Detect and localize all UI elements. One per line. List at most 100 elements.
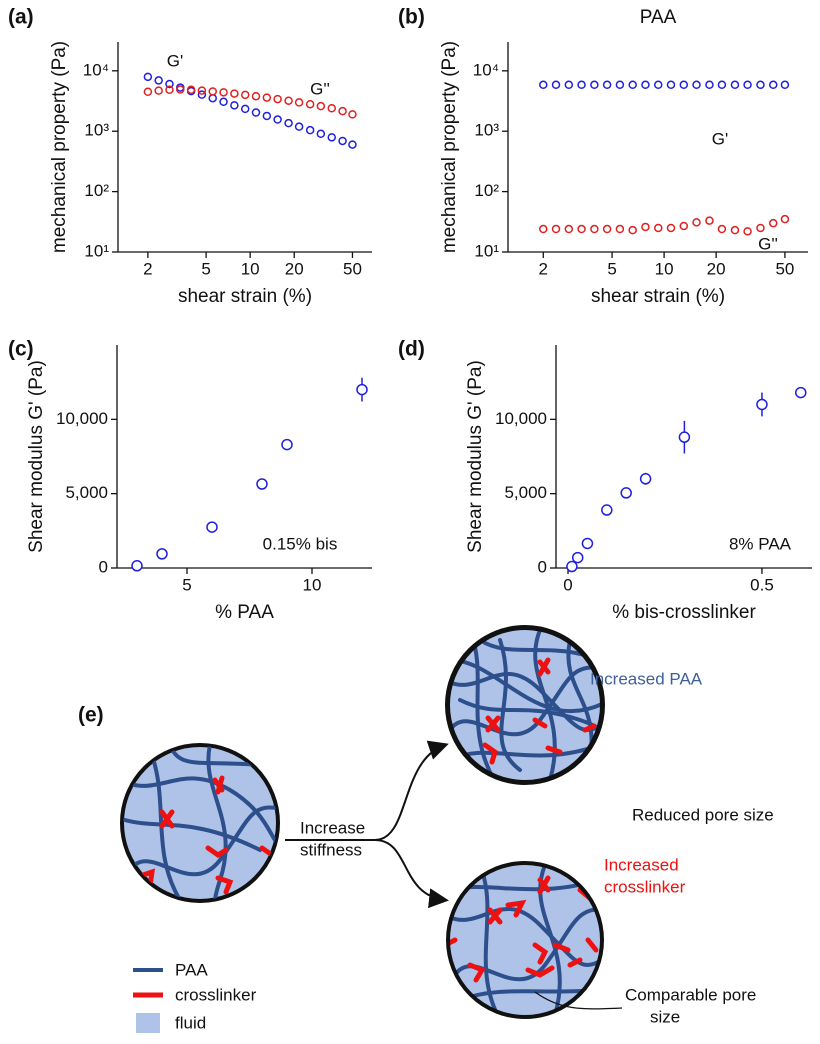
arrow-text: Increase [300, 818, 365, 837]
panel-label: (a) [8, 6, 34, 29]
gel-circle [449, 629, 601, 781]
point [679, 221, 689, 231]
point [756, 223, 765, 233]
point [348, 140, 357, 149]
point [577, 224, 586, 234]
y-axis-label: mechanical property (Pa) [49, 41, 70, 253]
y-axis-label: mechanical property (Pa) [439, 41, 460, 253]
network [123, 746, 277, 900]
point [273, 94, 282, 104]
x-tick-label: 10 [655, 259, 674, 278]
title: Increased [604, 855, 679, 874]
y-axis-label: Shear modulus G' (Pa) [465, 360, 486, 553]
diagram: (e) [78, 625, 774, 1033]
x-tick-label: 2 [143, 259, 152, 278]
point [717, 224, 727, 234]
legend-label: PAA [175, 960, 208, 979]
panel-label: (e) [78, 704, 104, 727]
point [143, 72, 153, 82]
point [154, 86, 163, 95]
point [564, 80, 574, 90]
point [768, 218, 778, 228]
x-tick-label: 10 [241, 259, 260, 278]
point [539, 224, 548, 234]
point [262, 93, 272, 102]
point [240, 104, 250, 114]
y-tick-label: 10⁴ [473, 60, 499, 79]
point [780, 214, 790, 224]
point [620, 487, 632, 499]
point [176, 85, 185, 94]
point [316, 101, 326, 111]
point [666, 80, 676, 90]
point [230, 101, 239, 110]
point [219, 88, 228, 97]
x-tick-label: 5 [201, 259, 210, 278]
point [581, 537, 594, 550]
point [240, 90, 250, 100]
point [294, 98, 304, 107]
point [305, 125, 315, 135]
panel-label: (c) [8, 338, 34, 361]
point [615, 224, 625, 234]
panel-label: (d) [398, 338, 425, 361]
point [768, 80, 778, 90]
point [551, 80, 561, 90]
point [208, 87, 217, 96]
point [165, 85, 174, 95]
point [197, 90, 207, 99]
point [316, 129, 326, 139]
point [639, 473, 652, 485]
series-label: G' [712, 129, 728, 148]
arrow [285, 740, 449, 841]
point [281, 438, 293, 451]
annotation: 0.15% bis [263, 534, 338, 553]
note: Reduced pore size [632, 805, 774, 824]
x-tick-label: 20 [285, 259, 304, 278]
point [262, 111, 272, 121]
gel-border [446, 861, 604, 1019]
point [653, 80, 663, 90]
point [602, 224, 612, 234]
y-tick-label: 5,000 [65, 483, 108, 502]
y-tick-label: 10,000 [56, 409, 108, 428]
point [348, 110, 357, 119]
point [154, 76, 163, 85]
arrow-text: stiffness [300, 840, 362, 859]
x-tick-label: 50 [343, 259, 362, 278]
point [653, 223, 663, 233]
point [197, 86, 207, 95]
x-tick-label: 50 [775, 259, 794, 278]
y-tick-label: 10¹ [84, 241, 109, 260]
point [251, 108, 261, 117]
point [273, 115, 282, 124]
point [692, 218, 701, 227]
point [219, 97, 228, 107]
y-tick-label: 10² [84, 181, 109, 200]
pointer [534, 991, 623, 1010]
point [165, 79, 174, 89]
x-tick-label: 5 [607, 259, 616, 278]
point [186, 85, 196, 95]
x-tick-label: 0.5 [750, 575, 774, 594]
legend-label: crosslinker [175, 985, 257, 1004]
series-label: G'' [758, 234, 778, 253]
point [628, 80, 637, 90]
x-axis-label: shear strain (%) [178, 286, 312, 307]
chart-title: PAA [640, 7, 677, 28]
y-tick-label: 5,000 [504, 483, 547, 502]
point [666, 223, 676, 233]
point [678, 431, 691, 443]
y-tick-label: 0 [99, 557, 108, 576]
point [284, 118, 293, 128]
series-label: G'' [310, 79, 330, 98]
y-tick-label: 0 [538, 557, 547, 576]
title: Increased PAA [590, 669, 703, 688]
point [628, 225, 637, 235]
x-tick-label: 20 [707, 259, 726, 278]
y-tick-label: 10¹ [474, 241, 499, 260]
point [305, 99, 315, 109]
point [705, 80, 714, 90]
note: Comparable pore [625, 985, 756, 1004]
